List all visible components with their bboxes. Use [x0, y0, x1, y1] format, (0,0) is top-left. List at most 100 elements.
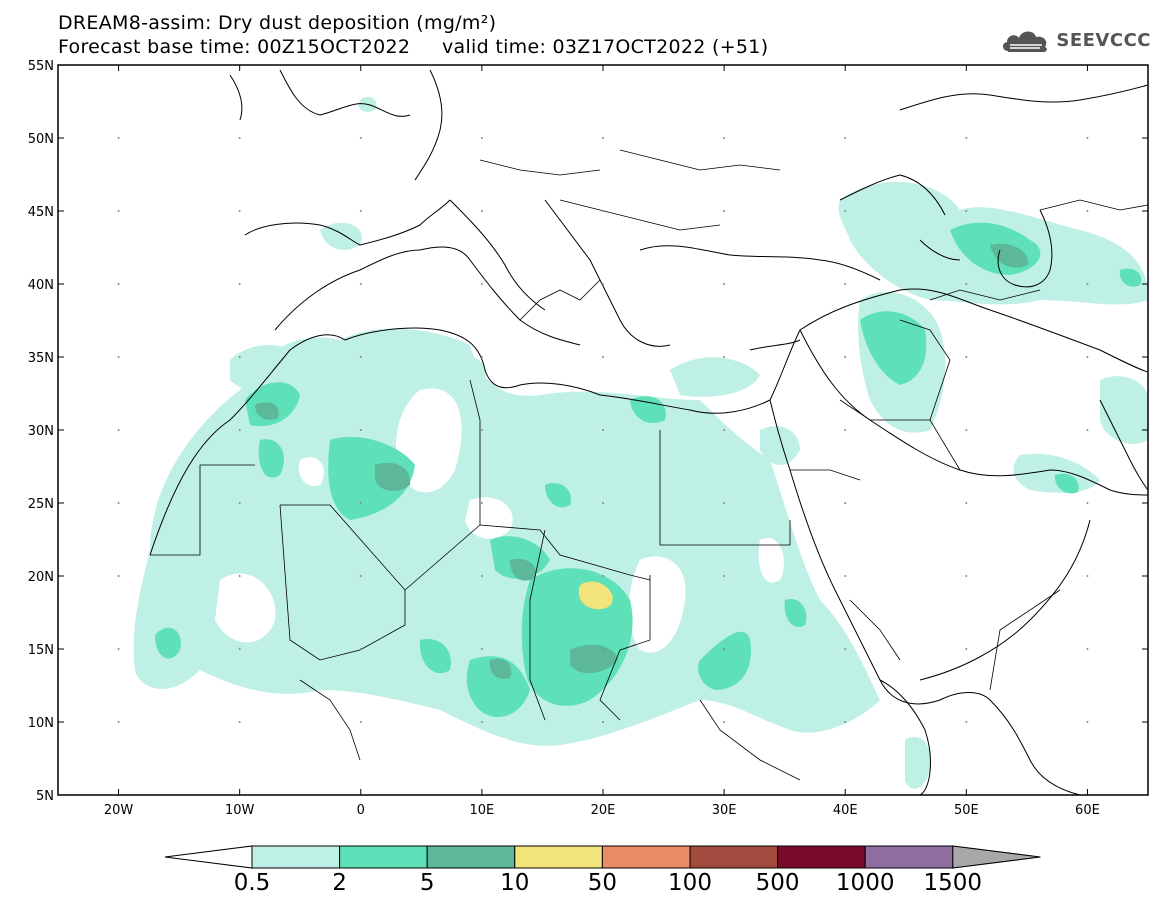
graticule-dot	[723, 429, 726, 431]
graticule-dot	[359, 283, 362, 285]
graticule-dot	[723, 283, 726, 285]
graticule-dot	[844, 137, 847, 139]
graticule-dot	[238, 721, 241, 723]
graticule-dot	[602, 283, 604, 285]
coastlines	[149, 69, 1148, 795]
graticule-dot	[844, 721, 847, 723]
graticule-dot	[238, 137, 241, 139]
graticule-dot	[723, 502, 726, 504]
y-tick-label: 20N	[28, 570, 54, 585]
colorbar-label: 10	[500, 870, 529, 896]
graticule-dot	[480, 648, 483, 650]
y-tick-label: 55N	[28, 59, 54, 74]
graticule-dot	[723, 210, 726, 212]
graticule-dot	[965, 429, 968, 431]
graticule-dot	[117, 648, 120, 650]
graticule-dot	[1086, 648, 1089, 650]
graticule-dot	[117, 210, 120, 212]
colorbar-label: 1000	[836, 870, 895, 896]
graticule-dot	[117, 575, 120, 577]
graticule-dot	[965, 137, 968, 139]
graticule-dot	[602, 648, 604, 650]
graticule-dot	[965, 502, 968, 504]
graticule-dot	[117, 429, 120, 431]
graticule-dot	[1086, 210, 1089, 212]
colorbar-swatch	[864, 845, 954, 869]
graticule-dot	[844, 210, 847, 212]
graticule-dot	[238, 210, 241, 212]
graticule-dot	[480, 137, 483, 139]
cloud-icon	[1003, 31, 1048, 53]
graticule-dot	[117, 356, 120, 358]
graticule-dot	[480, 210, 483, 212]
y-tick-label: 5N	[36, 789, 54, 804]
graticule-dot	[117, 721, 120, 723]
graticule-dot	[1086, 502, 1089, 504]
graticule-dot	[602, 356, 604, 358]
graticule-dot	[965, 648, 968, 650]
graticule-dot	[723, 356, 726, 358]
graticule-dot	[480, 283, 483, 285]
colorbar-label: 2	[332, 870, 347, 896]
graticule-dot	[238, 575, 241, 577]
graticule-dot	[844, 283, 847, 285]
x-tick-label: 60E	[1075, 803, 1100, 818]
graticule-dot	[359, 429, 362, 431]
graticule-dot	[238, 283, 241, 285]
contour-level-0-5	[133, 96, 1148, 789]
graticule	[117, 137, 1089, 723]
graticule-dot	[723, 575, 726, 577]
graticule-dot	[117, 137, 120, 139]
graticule-dot	[480, 721, 483, 723]
colorbar-right-arrow	[952, 845, 1041, 869]
longitude-axis: 20W 10W 0 10E 20E 30E 40E 50E 60E	[104, 65, 1100, 818]
colorbar-label: 50	[588, 870, 617, 896]
colorbar-label: 100	[668, 870, 712, 896]
contour-level-10	[578, 581, 613, 610]
colorbar: 0.5 2 5 10 50 100 500 1000 1500	[164, 845, 1041, 896]
colorbar-label: 1500	[924, 870, 983, 896]
graticule-dot	[723, 137, 726, 139]
colorbar-swatch	[777, 845, 866, 869]
colorbar-left-arrow	[164, 845, 253, 869]
graticule-dot	[1086, 137, 1089, 139]
x-tick-label: 20W	[104, 803, 134, 818]
colorbar-swatch	[601, 845, 691, 869]
x-tick-label: 50E	[954, 803, 979, 818]
graticule-dot	[480, 356, 483, 358]
graticule-dot	[1086, 356, 1089, 358]
graticule-dot	[359, 721, 362, 723]
colorbar-swatch	[251, 845, 341, 869]
graticule-dot	[965, 283, 968, 285]
graticule-dot	[480, 429, 483, 431]
colorbar-swatch	[689, 845, 779, 869]
graticule-dot	[602, 721, 604, 723]
logo-text: SEEVCCC	[1056, 29, 1151, 51]
graticule-dot	[602, 429, 604, 431]
x-tick-label: 40E	[833, 803, 858, 818]
x-tick-label: 30E	[712, 803, 737, 818]
colorbar-swatch	[514, 845, 603, 869]
graticule-dot	[965, 721, 968, 723]
graticule-dot	[238, 502, 241, 504]
graticule-dot	[602, 502, 604, 504]
graticule-dot	[359, 575, 362, 577]
country-borders	[150, 149, 1148, 781]
contour-gaps	[215, 388, 784, 653]
colorbar-label: 5	[420, 870, 435, 896]
graticule-dot	[117, 502, 120, 504]
graticule-dot	[1086, 575, 1089, 577]
deposition-contours	[133, 96, 1148, 789]
graticule-dot	[723, 648, 726, 650]
y-tick-label: 10N	[28, 716, 54, 731]
graticule-dot	[965, 356, 968, 358]
y-tick-label: 35N	[28, 351, 54, 366]
colorbar-label: 500	[756, 870, 800, 896]
graticule-dot	[844, 356, 847, 358]
y-tick-label: 15N	[28, 643, 54, 658]
x-tick-label: 0	[357, 803, 365, 818]
x-tick-label: 10E	[470, 803, 495, 818]
graticule-dot	[359, 356, 362, 358]
graticule-dot	[844, 575, 847, 577]
y-tick-label: 45N	[28, 205, 54, 220]
